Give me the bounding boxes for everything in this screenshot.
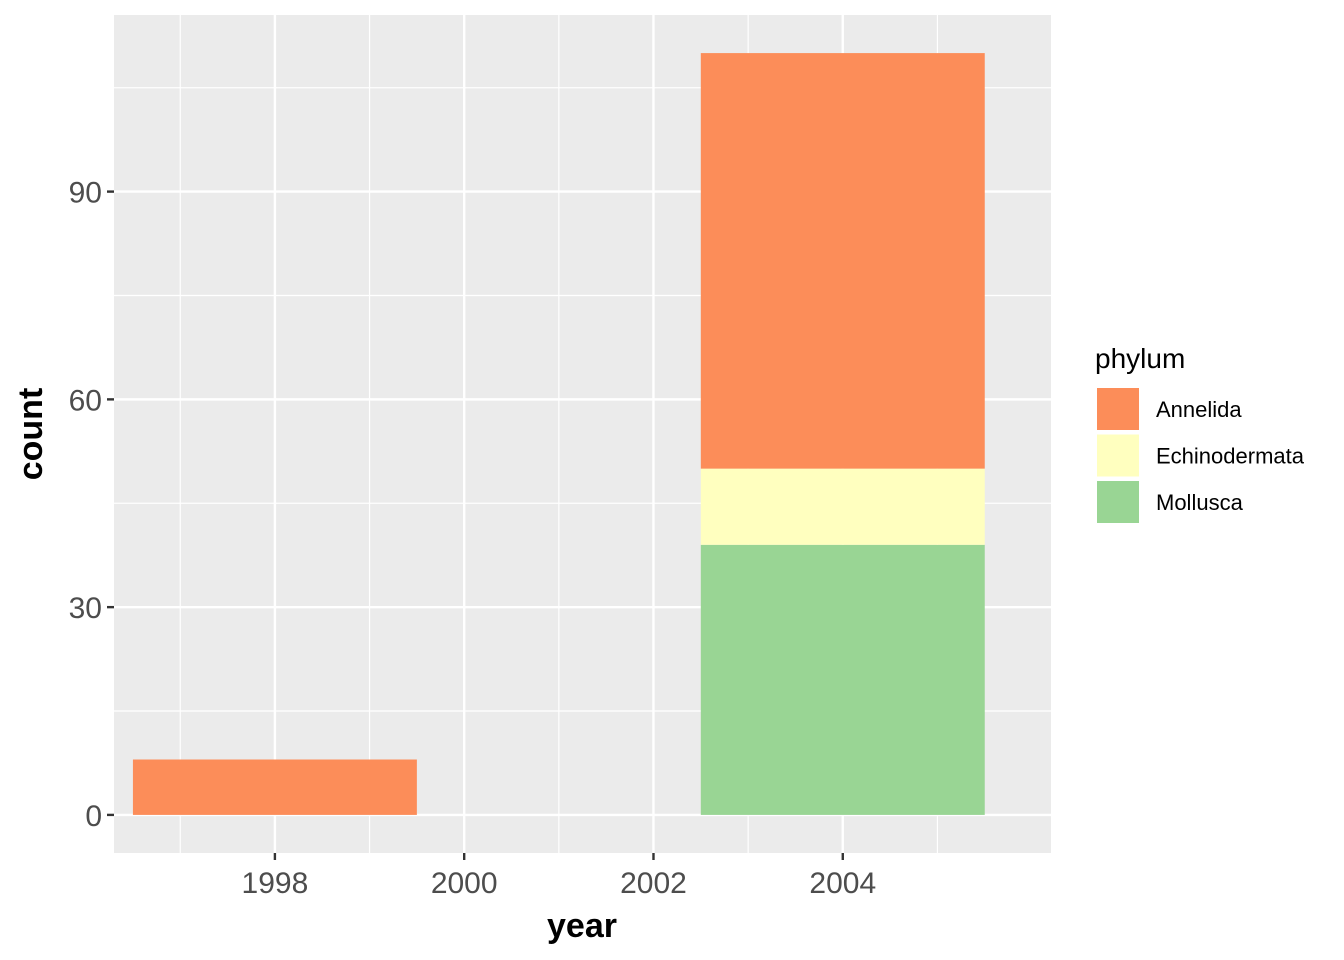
legend-title: phylum <box>1095 343 1185 374</box>
legend: phylum Annelida Echinodermata Mollusca <box>1095 343 1305 523</box>
x-axis-title: year <box>547 907 617 945</box>
legend-label-echinodermata: Echinodermata <box>1156 444 1305 469</box>
y-axis: 0 30 60 90 <box>69 177 114 833</box>
legend-key-annelida <box>1097 388 1139 430</box>
y-axis-title: count <box>12 388 50 481</box>
y-tick-label: 90 <box>69 177 102 210</box>
legend-key-mollusca <box>1097 481 1139 523</box>
x-tick-label: 1998 <box>242 867 309 900</box>
major-gridlines <box>114 15 1051 853</box>
bars <box>132 53 985 815</box>
legend-label-annelida: Annelida <box>1156 397 1242 422</box>
bar-segment-echinodermata-2004 <box>700 468 985 545</box>
bar-segment-mollusca-2004 <box>700 544 985 815</box>
y-tick-label: 30 <box>69 592 102 625</box>
x-tick-label: 2002 <box>620 867 687 900</box>
x-tick-label: 2004 <box>809 867 876 900</box>
legend-key-echinodermata <box>1097 434 1139 477</box>
bar-segment-annelida-1998 <box>132 759 417 815</box>
x-axis: 1998 2000 2002 2004 <box>242 853 876 900</box>
legend-label-mollusca: Mollusca <box>1156 490 1244 515</box>
bar-segment-annelida-2004 <box>700 53 985 469</box>
y-tick-label: 0 <box>85 800 102 833</box>
y-tick-label: 60 <box>69 384 102 417</box>
x-tick-label: 2000 <box>431 867 498 900</box>
